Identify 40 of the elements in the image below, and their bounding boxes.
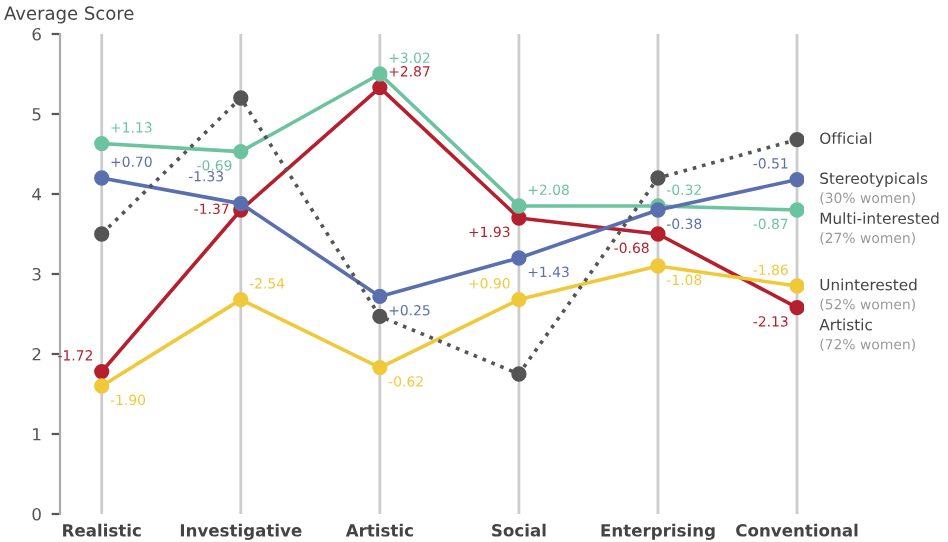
point (789, 171, 804, 188)
point (650, 258, 666, 274)
point (94, 170, 110, 186)
point (372, 79, 388, 96)
point (789, 278, 804, 294)
point (511, 291, 527, 308)
x-tick-label: Social (492, 523, 546, 537)
point (233, 195, 249, 212)
x-tick-label: Artistic (345, 523, 413, 537)
point (94, 363, 110, 380)
point (94, 135, 110, 152)
point (650, 226, 666, 242)
y-tick-label: 6 (32, 27, 41, 41)
y-axis-title: Average Score (4, 6, 134, 24)
point (789, 131, 804, 148)
point (94, 226, 110, 242)
point (372, 66, 388, 82)
point (511, 366, 527, 382)
y-tick-label: 5 (32, 108, 41, 121)
point (233, 143, 249, 160)
point (789, 299, 804, 316)
y-tick-label: 3 (32, 267, 41, 281)
y-tick-label: 0 (32, 507, 41, 521)
point (233, 90, 249, 106)
point (511, 198, 527, 214)
x-tick-label: Investigative (180, 523, 302, 540)
point (372, 288, 388, 305)
x-tick-label: Conventional (736, 523, 858, 537)
point (233, 291, 249, 308)
y-tick-label: 2 (32, 347, 41, 361)
x-tick-label: Realistic (63, 523, 141, 537)
point (94, 378, 110, 394)
point (372, 359, 388, 376)
y-tick-label: 4 (32, 188, 42, 201)
point (789, 202, 804, 218)
point (372, 308, 388, 325)
y-tick-label: 1 (33, 428, 41, 441)
x-tick-label: Enterprising (601, 523, 715, 540)
point (511, 250, 527, 266)
point (650, 170, 666, 186)
